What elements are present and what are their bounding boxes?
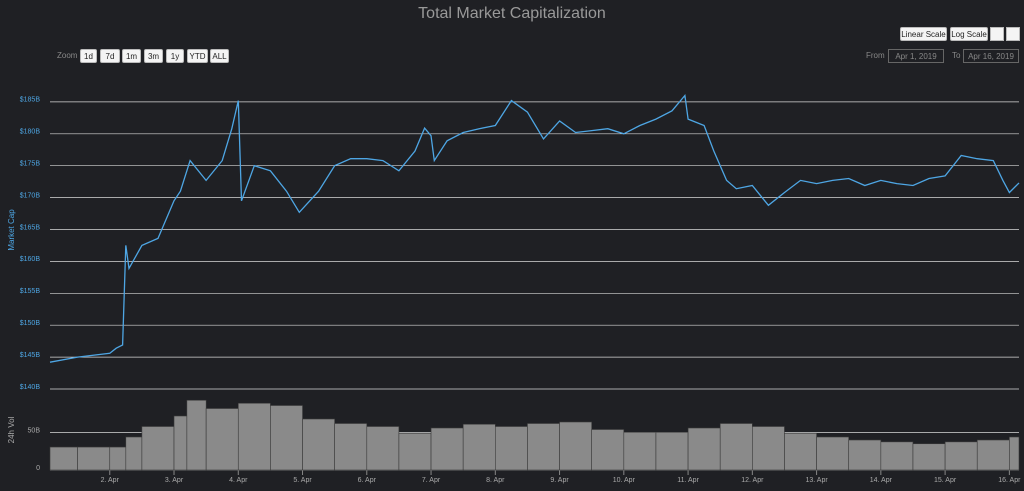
volume-bar (77, 446, 111, 471)
volume-bar (462, 423, 496, 471)
volume-bar (495, 426, 528, 471)
zoom-button[interactable]: 7d (100, 49, 120, 63)
y-tick-label: $165B (20, 224, 41, 231)
y-tick-label: $170B (20, 192, 41, 199)
volume-bar (687, 427, 721, 471)
scale-button[interactable]: Linear Scale (900, 27, 947, 41)
y-tick-label: $140B (20, 384, 41, 391)
y-tick-label: $180B (20, 129, 41, 136)
volume-bar (398, 432, 432, 471)
volume-bar (944, 441, 978, 471)
volume-bar (302, 418, 335, 471)
y-tick-label: $155B (20, 288, 41, 295)
y-tick-label: 0 (36, 465, 40, 472)
volume-bar (591, 429, 625, 471)
y-tick-label: 50B (28, 427, 41, 434)
from-label: From (866, 51, 885, 60)
volume-bar (623, 432, 657, 471)
y-tick-label: $185B (20, 97, 41, 104)
x-tick-label: 2. Apr (101, 477, 120, 484)
zoom-button[interactable]: 1m (122, 49, 141, 63)
x-tick-label: 9. Apr (550, 477, 569, 484)
volume-bar (880, 441, 914, 471)
y-axis-title: 24h Vol (7, 416, 16, 443)
volume-bar (205, 408, 239, 471)
chart-title: Total Market Capitalization (418, 5, 606, 22)
volume-bar (655, 432, 689, 471)
volume-bar (141, 426, 175, 471)
zoom-button[interactable]: YTD (187, 49, 208, 63)
y-tick-label: $175B (20, 161, 41, 168)
volume-bar (270, 405, 303, 471)
volume-bar (237, 402, 271, 471)
x-tick-label: 16. Apr (998, 477, 1021, 484)
volume-bar (912, 443, 946, 471)
x-tick-label: 13. Apr (805, 477, 828, 484)
x-tick-label: 12. Apr (741, 477, 764, 484)
volume-bar (816, 436, 850, 471)
x-tick-label: 14. Apr (870, 477, 893, 484)
volume-bar (173, 415, 188, 471)
x-tick-label: 4. Apr (229, 477, 248, 484)
menu-icon[interactable] (1006, 27, 1020, 41)
volume-bar (109, 446, 127, 471)
x-tick-label: 7. Apr (422, 477, 441, 484)
zoom-button[interactable]: 1d (80, 49, 97, 63)
x-tick-label: 11. Apr (677, 477, 699, 484)
zoom-button[interactable]: ALL (210, 49, 229, 63)
volume-bar (559, 421, 592, 471)
x-tick-label: 8. Apr (486, 477, 505, 484)
y-tick-label: $160B (20, 256, 41, 263)
x-tick-label: 15. Apr (934, 477, 957, 484)
volume-bar (186, 399, 207, 471)
volume-bar (366, 426, 400, 471)
y-tick-label: $150B (20, 320, 41, 327)
volume-bar (125, 436, 143, 471)
y-tick-label: $145B (20, 352, 41, 359)
fullscreen-icon[interactable] (990, 27, 1004, 41)
zoom-label: Zoom (57, 51, 78, 60)
x-tick-label: 10. Apr (613, 477, 636, 484)
scale-button[interactable]: Log Scale (950, 27, 988, 41)
volume-bar (848, 439, 882, 471)
y-axis-title: Market Cap (7, 209, 16, 251)
market-cap-line (49, 93, 1020, 363)
x-tick-label: 3. Apr (165, 477, 184, 484)
volume-bar (752, 426, 785, 471)
volume-bar (430, 427, 464, 471)
to-input[interactable]: Apr 16, 2019 (963, 49, 1019, 63)
volume-bar (527, 423, 560, 471)
zoom-button[interactable]: 1y (166, 49, 184, 63)
volume-bar (719, 423, 753, 471)
x-tick-label: 6. Apr (358, 477, 377, 484)
volume-bar (1009, 436, 1020, 471)
volume-bar (976, 439, 1010, 471)
x-tick-label: 5. Apr (293, 477, 312, 484)
from-input[interactable]: Apr 1, 2019 (888, 49, 944, 63)
volume-bar (334, 423, 368, 471)
volume-bar (49, 446, 78, 471)
to-label: To (952, 51, 961, 60)
zoom-button[interactable]: 3m (144, 49, 163, 63)
volume-bar (784, 432, 817, 471)
